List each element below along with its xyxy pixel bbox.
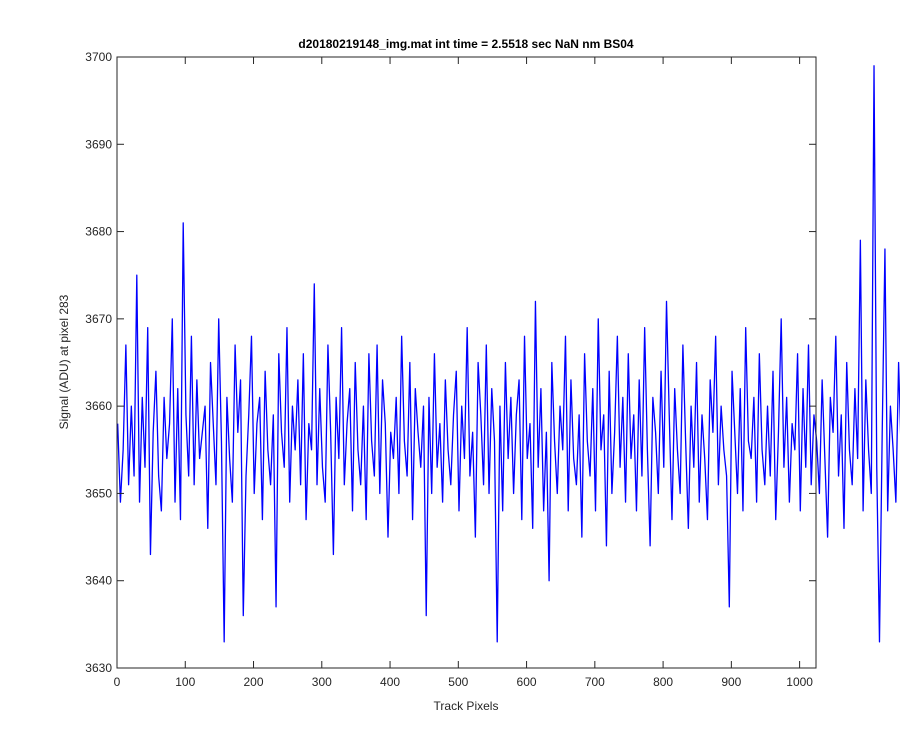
y-tick-label: 3650: [85, 486, 112, 500]
y-tick-label: 3640: [85, 574, 112, 588]
plot-frame: [116, 56, 817, 669]
y-tick-label: 3690: [85, 137, 112, 151]
y-tick-label: 3700: [85, 50, 112, 64]
y-tick-label: 3660: [85, 399, 112, 413]
x-tick-label: 200: [244, 675, 264, 689]
x-tick-label: 100: [175, 675, 195, 689]
x-tick-label: 300: [312, 675, 332, 689]
x-tick-label: 0: [114, 675, 121, 689]
x-tick-label: 500: [448, 675, 468, 689]
x-tick-label: 700: [585, 675, 605, 689]
x-tick-label: 800: [653, 675, 673, 689]
data-layer: [117, 65, 900, 643]
x-axis-ticks: 0 100 200 300 400 500 600 700 800 900 1000: [114, 57, 813, 689]
y-tick-label: 3670: [85, 312, 112, 326]
x-tick-label: 1000: [786, 675, 813, 689]
y-tick-label: 3680: [85, 225, 112, 239]
y-axis-label: Signal (ADU) at pixel 283: [57, 294, 71, 429]
chart-title: d20180219148_img.mat int time = 2.5518 s…: [298, 37, 634, 51]
series-line-0: [117, 65, 900, 643]
x-tick-label: 600: [517, 675, 537, 689]
y-axis-ticks: 3630 3640 3650 3660 3670 3680 3690 3700: [85, 50, 816, 675]
y-tick-label: 3630: [85, 661, 112, 675]
x-tick-label: 900: [721, 675, 741, 689]
x-tick-label: 400: [380, 675, 400, 689]
x-axis-label: Track Pixels: [434, 699, 499, 713]
